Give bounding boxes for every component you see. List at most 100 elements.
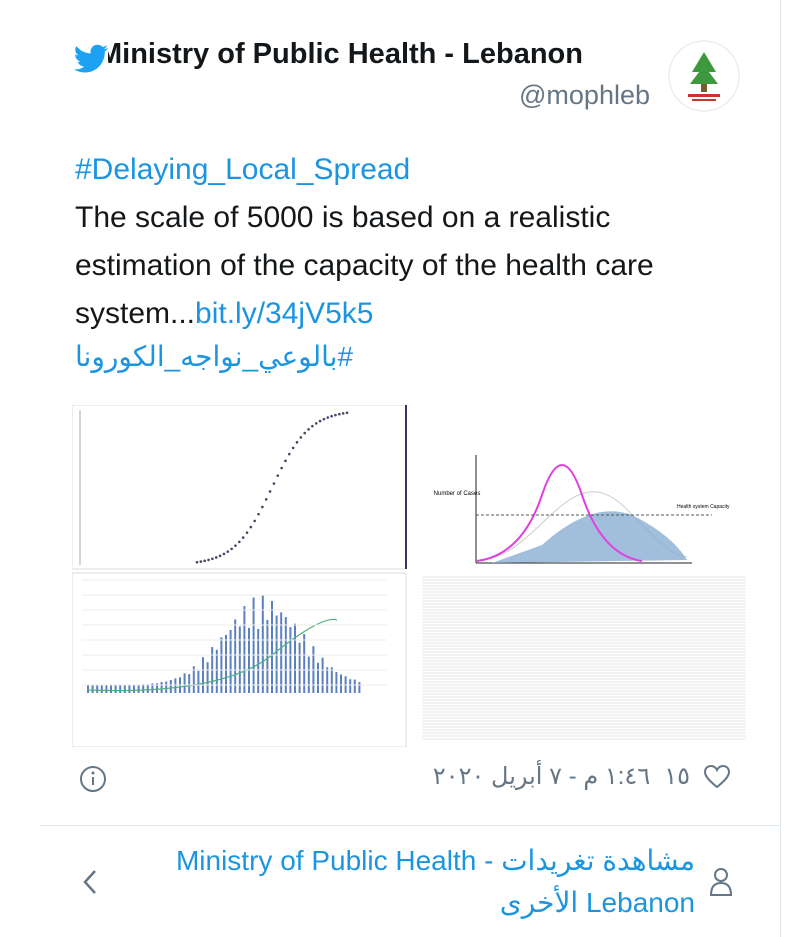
image-detail — [326, 416, 330, 419]
image-detail — [280, 466, 283, 470]
image-detail — [230, 547, 233, 551]
peak-curve — [476, 464, 643, 562]
image-detail — [188, 674, 191, 693]
image-detail — [253, 519, 256, 523]
image-detail — [215, 649, 218, 693]
image-detail — [322, 417, 326, 421]
image-detail — [326, 667, 329, 693]
image-detail — [271, 601, 273, 693]
image-detail — [268, 490, 272, 493]
image-label: Health system Capacity — [677, 504, 730, 510]
footer-name: Ministry of Public Health - Lebanon — [175, 845, 695, 918]
image-detail — [341, 412, 345, 415]
image-detail — [234, 544, 237, 547]
image-detail — [334, 413, 337, 417]
image-detail — [241, 536, 245, 539]
image-detail — [261, 505, 264, 509]
image-detail — [275, 615, 278, 693]
image-detail — [338, 412, 341, 416]
image-detail — [299, 436, 303, 439]
tweet-meta: ١٥ ١:٤٦ م - ٧ أبريل ٢٠٢٠ — [433, 762, 730, 791]
like-count: ١٥ — [664, 763, 690, 790]
media-grid[interactable]: Number of Cases Health system Capacity — [72, 405, 746, 747]
image-detail — [202, 657, 204, 693]
author-name[interactable]: Ministry of Public Health - Lebanon — [98, 38, 583, 70]
image-detail — [266, 619, 269, 693]
image-detail — [142, 684, 145, 693]
image-detail — [100, 684, 103, 693]
tweet-text: #Delaying_Local_Spread The scale of 5000 … — [75, 146, 725, 338]
image-detail — [248, 627, 250, 693]
image-detail — [165, 681, 168, 693]
image-detail — [156, 683, 158, 693]
image-detail — [249, 525, 253, 529]
handle[interactable]: @mophleb — [519, 80, 650, 110]
image-detail — [340, 674, 342, 693]
image-detail — [317, 662, 319, 693]
image-detail — [174, 678, 177, 693]
image-detail — [226, 550, 230, 553]
image-detail — [358, 682, 361, 693]
image-detail — [303, 634, 306, 693]
image-detail — [199, 560, 203, 563]
image-detail — [353, 679, 356, 693]
image-detail — [86, 618, 338, 692]
image-detail — [330, 667, 333, 693]
card — [780, 0, 781, 937]
timestamp[interactable]: ١:٤٦ م - ٧ أبريل ٢٠٢٠ — [432, 763, 651, 790]
image-1[interactable] — [72, 405, 407, 570]
image-detail — [243, 606, 246, 693]
info-icon[interactable] — [78, 764, 108, 794]
twitter-logo — [74, 44, 109, 73]
image-detail — [307, 656, 310, 693]
image-detail — [314, 422, 318, 425]
person-icon — [709, 868, 733, 896]
image-detail — [91, 684, 94, 693]
arabic-hashtag[interactable]: #بالوعي_نواجه_الكورونا — [75, 341, 354, 372]
image-detail — [119, 684, 122, 693]
link[interactable]: bit.ly/34jV5k5 — [195, 297, 374, 330]
footer-link[interactable]: مشاهدة تغريدات Ministry of Public Health… — [135, 840, 695, 924]
image-detail — [294, 623, 296, 693]
image-detail — [203, 559, 206, 563]
image-detail — [349, 679, 352, 693]
image-detail — [289, 627, 292, 693]
image-detail — [229, 629, 232, 693]
image-detail — [264, 498, 268, 501]
image-detail — [303, 431, 306, 435]
image-detail — [96, 684, 99, 693]
chevron[interactable] — [80, 868, 100, 896]
image-detail — [128, 684, 131, 693]
image-detail — [211, 557, 214, 561]
image-detail — [114, 684, 117, 693]
image-detail — [220, 637, 223, 693]
image-detail — [133, 684, 135, 693]
image-detail — [311, 424, 314, 428]
image-detail — [218, 554, 222, 558]
image-detail — [276, 474, 280, 477]
image-detail — [206, 662, 209, 693]
image-detail — [169, 680, 172, 693]
image-detail — [123, 684, 126, 693]
image-detail — [280, 612, 283, 693]
image-detail — [252, 597, 255, 693]
image-detail — [318, 419, 322, 423]
image-detail — [234, 619, 237, 693]
avatar[interactable] — [668, 40, 740, 112]
like-icon[interactable] — [704, 764, 730, 789]
image-detail — [207, 558, 210, 562]
image-detail — [105, 684, 108, 693]
image-detail — [238, 626, 241, 693]
image-detail — [345, 411, 349, 415]
footer-suffix: الأخرى — [499, 887, 579, 918]
image-detail — [284, 459, 287, 463]
image-detail — [146, 684, 149, 693]
divider — [40, 825, 780, 826]
image-detail — [137, 684, 140, 693]
image-detail — [298, 642, 301, 693]
image-detail — [321, 657, 324, 693]
hashtag[interactable]: #Delaying_Local_Spread — [75, 153, 411, 186]
image-detail — [257, 512, 260, 516]
image-detail — [225, 634, 227, 693]
image-detail — [295, 441, 299, 444]
